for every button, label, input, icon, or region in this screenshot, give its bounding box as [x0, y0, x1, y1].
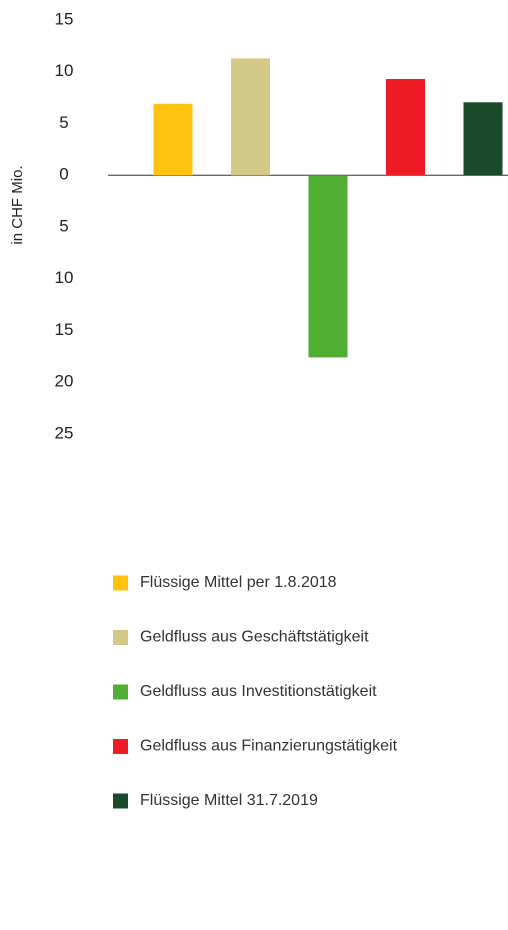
- y-tick-label: 25: [55, 423, 74, 442]
- legend-swatch: [113, 684, 128, 700]
- legend-label: Flüssige Mittel per 1.8.2018: [140, 574, 337, 591]
- y-axis-label: in CHF Mio.: [9, 165, 26, 244]
- legend-swatch: [113, 630, 128, 645]
- y-tick-label: 15: [55, 320, 74, 339]
- legend-label: Geldfluss aus Finanzierungstätigkeit: [140, 738, 398, 755]
- y-tick-label: 10: [55, 61, 74, 80]
- y-tick-label: 15: [55, 9, 74, 28]
- bar: [386, 78, 425, 176]
- bar: [153, 103, 193, 176]
- y-tick-label: 20: [55, 372, 74, 391]
- legend-swatch: [113, 739, 128, 754]
- legend-label: Flüssige Mittel 31.7.2019: [140, 792, 318, 809]
- legend-swatch: [113, 793, 128, 809]
- legend-label: Geldfluss aus Investitionstätigkeit: [140, 683, 377, 700]
- legend-label: Geldfluss aus Geschäftstätigkeit: [140, 629, 369, 646]
- bar: [231, 58, 270, 176]
- y-tick-label: 10: [55, 268, 74, 287]
- bar: [463, 102, 503, 176]
- y-tick-label: 5: [59, 113, 68, 132]
- y-tick-label: 5: [59, 216, 68, 235]
- legend-swatch: [113, 575, 128, 591]
- y-tick-label: 0: [59, 165, 68, 184]
- bar: [308, 175, 348, 358]
